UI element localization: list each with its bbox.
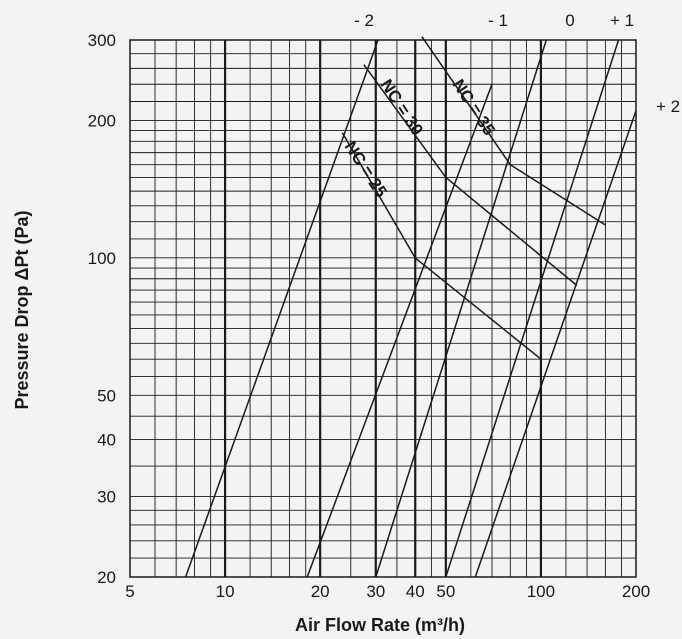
series-line-4 (474, 110, 636, 577)
x-tick-label: 100 (527, 582, 555, 601)
grid-major (223, 40, 543, 577)
x-tick-label: 30 (366, 582, 385, 601)
y-tick-label: 20 (97, 568, 116, 587)
series-line-7 (421, 36, 606, 226)
y-tick-label: 50 (97, 386, 116, 405)
series-label-3: + 1 (610, 11, 634, 30)
x-tick-label: 200 (622, 582, 650, 601)
x-tick-label: 40 (406, 582, 425, 601)
series-label-4: + 2 (656, 97, 680, 116)
x-tick-label: 20 (311, 582, 330, 601)
x-tick-label: 10 (216, 582, 235, 601)
series-label-1: - 1 (488, 11, 508, 30)
y-tick-label: 100 (88, 249, 116, 268)
series-line-6 (363, 64, 578, 287)
plot-frame (129, 39, 637, 578)
x-tick-labels: 5 10 20 30 40 50 100 200 (125, 582, 650, 601)
y-tick-labels: 20 30 40 50 100 200 300 (88, 31, 116, 587)
series-line-1 (306, 83, 493, 577)
x-axis-label: Air Flow Rate (m³/h) (295, 615, 465, 635)
y-axis-label: Pressure Drop ΔPt (Pa) (12, 211, 32, 410)
series-line-2 (375, 39, 548, 577)
series-layer (184, 36, 636, 577)
x-tick-label: 5 (125, 582, 134, 601)
y-tick-label: 200 (88, 111, 116, 130)
series-label-0: - 2 (354, 11, 374, 30)
y-tick-label: 30 (97, 488, 116, 507)
series-line-5 (341, 132, 542, 360)
y-tick-label: 300 (88, 31, 116, 50)
series-line-3 (445, 39, 620, 577)
grid-minor (130, 39, 636, 578)
series-label-2: 0 (565, 11, 574, 30)
series-label-6: NC = 30 (377, 76, 427, 139)
y-tick-label: 40 (97, 431, 116, 450)
x-tick-label: 50 (436, 582, 455, 601)
series-line-0 (184, 39, 379, 577)
